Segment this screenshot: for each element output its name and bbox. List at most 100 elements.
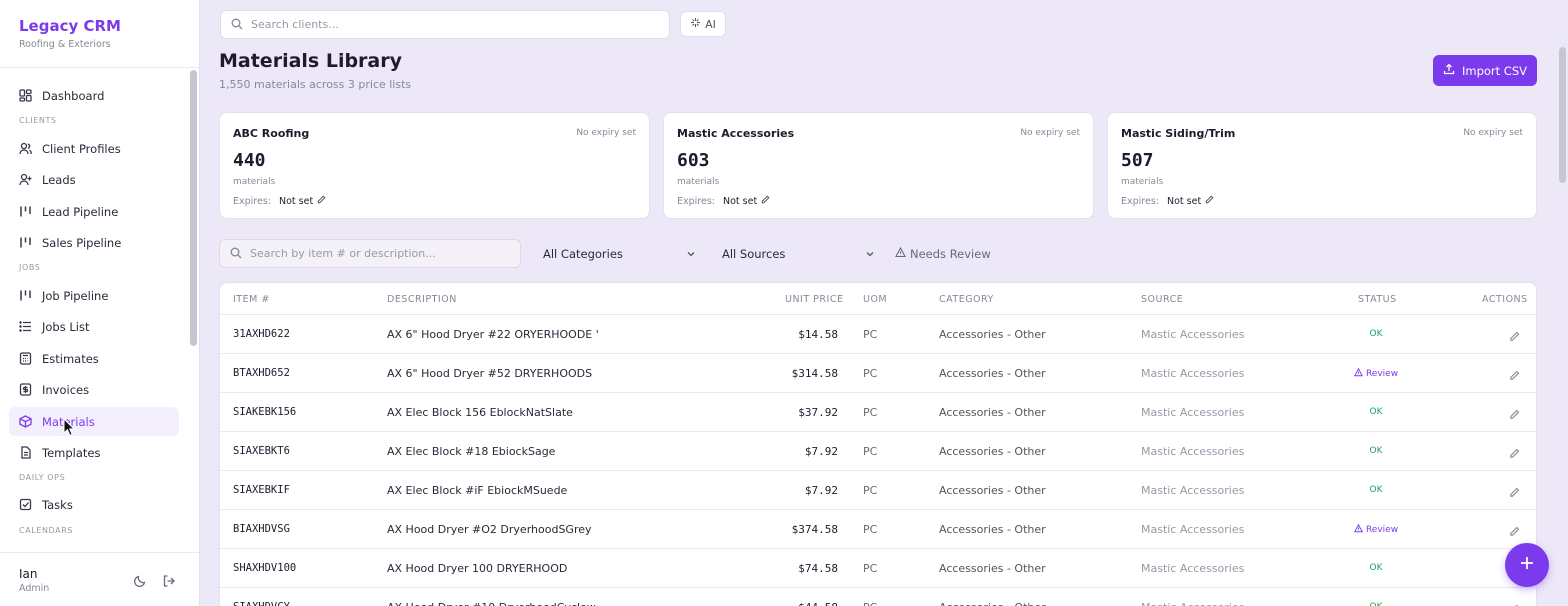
nav-section-calendars: CALENDARS (19, 526, 74, 535)
sidebar-item-label: Templates (42, 445, 101, 460)
sidebar-item-lead-pipeline[interactable]: Lead Pipeline (9, 197, 179, 226)
sidebar-item-client-profiles[interactable]: Client Profiles (9, 134, 179, 163)
category-select[interactable]: All Categories (538, 239, 701, 268)
table-row[interactable]: SIAXEBKT6 AX Elec Block #18 EbiockSage $7.… (220, 432, 1536, 471)
uom: PC (863, 445, 878, 458)
sidebar-item-label: Client Profiles (42, 141, 121, 156)
category-select-value: All Categories (543, 246, 623, 261)
kanban-icon (19, 205, 32, 218)
search-icon (230, 244, 242, 263)
expires-row: Expires: Not set (1121, 195, 1214, 207)
column-header-description[interactable]: DESCRIPTION (387, 294, 457, 305)
source: Mastic Accessories (1141, 562, 1245, 575)
edit-icon[interactable] (1509, 600, 1520, 606)
table-row[interactable]: BIAXHDVSG AX Hood Dryer #O2 DryerhoodSGre… (220, 510, 1536, 549)
column-header-category[interactable]: CATEGORY (939, 294, 994, 305)
table-row[interactable]: SHAXHDV100 AX Hood Dryer 100 DRYERHOOD $74… (220, 549, 1536, 588)
status-badge: OK (1369, 407, 1383, 417)
user-name: Ian (19, 567, 38, 581)
client-search[interactable] (220, 10, 670, 39)
upload-icon (1443, 63, 1455, 78)
needs-review-toggle[interactable]: Needs Review (895, 239, 991, 268)
status-badge[interactable]: Review (1341, 523, 1411, 536)
calculator-icon (19, 352, 32, 365)
client-search-input[interactable] (251, 18, 669, 31)
table-row[interactable]: SIAXHDVCY AX Hood Dryer #10 DryerhoodCycl… (220, 588, 1536, 606)
category: Accessories - Other (939, 601, 1046, 606)
expiry-note: No expiry set (1463, 128, 1523, 138)
pencil-icon[interactable] (761, 195, 770, 207)
source: Mastic Accessories (1141, 367, 1245, 380)
status-text: Review (1365, 525, 1399, 535)
logout-icon[interactable] (162, 573, 176, 587)
sidebar-item-label: Tasks (42, 497, 73, 512)
material-count: 440 (233, 150, 266, 171)
edit-icon[interactable] (1509, 405, 1520, 424)
price-list-name: Mastic Accessories (677, 127, 795, 140)
sidebar-item-leads[interactable]: Leads (9, 165, 179, 194)
pencil-icon[interactable] (317, 195, 326, 207)
table-row[interactable]: BTAXHD652 AX 6" Hood Dryer #52 DRYERHOODS… (220, 354, 1536, 393)
price-list-card[interactable]: Mastic Accessories No expiry set 603 mat… (663, 112, 1094, 219)
edit-icon[interactable] (1509, 444, 1520, 463)
sidebar-item-templates[interactable]: Templates (9, 438, 179, 467)
column-header-item[interactable]: ITEM # (233, 294, 270, 305)
sidebar-item-job-pipeline[interactable]: Job Pipeline (9, 281, 179, 310)
column-header-uom[interactable]: UOM (863, 294, 888, 305)
expiry-note: No expiry set (576, 128, 636, 138)
uom: PC (863, 484, 878, 497)
table-row[interactable]: SIAKEBK156 AX Elec Block 156 EblockNatSla… (220, 393, 1536, 432)
user-plus-icon (19, 173, 32, 186)
import-csv-label: Import CSV (1461, 63, 1528, 78)
edit-icon[interactable] (1509, 483, 1520, 502)
moon-icon[interactable] (133, 573, 147, 588)
sidebar-item-materials[interactable]: Materials (9, 407, 179, 436)
item-description: AX 6" Hood Dryer #52 DRYERHOODS (387, 367, 593, 380)
source-select[interactable]: All Sources (717, 239, 880, 268)
sidebar-item-sales-pipeline[interactable]: Sales Pipeline (9, 228, 179, 257)
dashboard-icon (19, 89, 32, 102)
category: Accessories - Other (939, 562, 1046, 575)
sidebar-nav: Dashboard CLIENTS Client Profiles Leads … (0, 80, 188, 552)
ai-button[interactable]: AI (680, 11, 726, 37)
table-row[interactable]: 31AXHD622 AX 6" Hood Dryer #22 ORYERHOODE… (220, 315, 1536, 354)
import-csv-button[interactable]: Import CSV (1433, 55, 1537, 86)
edit-icon[interactable] (1509, 366, 1520, 385)
sidebar-scrollbar[interactable] (190, 70, 197, 346)
status-badge[interactable]: Review (1341, 367, 1411, 380)
list-icon (19, 320, 32, 333)
package-icon (19, 415, 32, 428)
sidebar-item-tasks[interactable]: Tasks (9, 490, 179, 519)
user-panel: Ian Admin (0, 552, 199, 606)
sidebar-item-dashboard[interactable]: Dashboard (9, 81, 179, 110)
column-header-status[interactable]: STATUS (1358, 294, 1397, 305)
unit-price: $314.58 (791, 367, 838, 380)
sidebar-item-jobs-list[interactable]: Jobs List (9, 312, 179, 341)
source: Mastic Accessories (1141, 445, 1245, 458)
unit-price: $37.92 (798, 406, 838, 419)
page-scrollbar[interactable] (1559, 47, 1566, 183)
uom: PC (863, 328, 878, 341)
expires-label: Expires: (1121, 195, 1159, 207)
column-header-unit-price[interactable]: UNIT PRICE (785, 294, 844, 305)
table-row[interactable]: SIAXEBKIF AX Elec Block #iF EbiockMSuede $… (220, 471, 1536, 510)
expires-value: Not set (279, 195, 314, 207)
expires-label: Expires: (233, 195, 271, 207)
item-number: SIAXEBKT6 (233, 445, 290, 457)
item-number: SIAXEBKIF (233, 484, 290, 496)
sidebar-item-estimates[interactable]: Estimates (9, 344, 179, 373)
price-list-card[interactable]: ABC Roofing No expiry set 440 materials … (219, 112, 650, 219)
edit-icon[interactable] (1509, 327, 1520, 346)
sidebar-item-invoices[interactable]: Invoices (9, 375, 179, 404)
pencil-icon[interactable] (1205, 195, 1214, 207)
uom: PC (863, 367, 878, 380)
add-button[interactable] (1505, 543, 1549, 587)
edit-icon[interactable] (1509, 522, 1520, 541)
material-search-input[interactable] (250, 247, 520, 260)
plus-icon (1519, 555, 1535, 575)
price-list-card[interactable]: Mastic Siding/Trim No expiry set 507 mat… (1107, 112, 1537, 219)
material-search[interactable] (219, 239, 521, 268)
column-header-source[interactable]: SOURCE (1141, 294, 1184, 305)
brand-title[interactable]: Legacy CRM (19, 17, 121, 35)
warning-icon (1353, 523, 1363, 536)
